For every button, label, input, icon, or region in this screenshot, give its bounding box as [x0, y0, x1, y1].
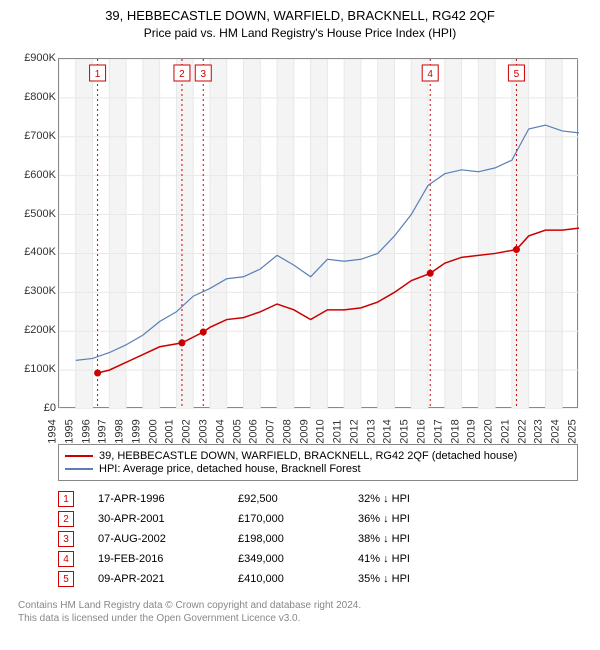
- chart-title: 39, HEBBECASTLE DOWN, WARFIELD, BRACKNEL…: [8, 8, 592, 23]
- transaction-pct: 41% ↓ HPI: [358, 553, 478, 565]
- transaction-date: 07-AUG-2002: [98, 533, 238, 545]
- transaction-date: 30-APR-2001: [98, 513, 238, 525]
- transaction-row: 4 19-FEB-2016 £349,000 41% ↓ HPI: [58, 551, 578, 567]
- y-axis-label: £400K: [8, 246, 56, 258]
- y-axis-label: £300K: [8, 285, 56, 297]
- transaction-row: 1 17-APR-1996 £92,500 32% ↓ HPI: [58, 491, 578, 507]
- transaction-row: 5 09-APR-2021 £410,000 35% ↓ HPI: [58, 571, 578, 587]
- transaction-price: £410,000: [238, 573, 358, 585]
- transaction-marker: 4: [58, 551, 74, 567]
- transaction-date: 09-APR-2021: [98, 573, 238, 585]
- transaction-price: £198,000: [238, 533, 358, 545]
- transaction-date: 19-FEB-2016: [98, 553, 238, 565]
- chart-container: 39, HEBBECASTLE DOWN, WARFIELD, BRACKNEL…: [0, 0, 600, 650]
- transaction-marker: 1: [58, 491, 74, 507]
- transaction-marker: 2: [58, 511, 74, 527]
- footer-line2: This data is licensed under the Open Gov…: [18, 612, 592, 625]
- transaction-price: £92,500: [238, 493, 358, 505]
- legend-item: 39, HEBBECASTLE DOWN, WARFIELD, BRACKNEL…: [65, 450, 571, 462]
- plot-region: 1 2 3 4 5: [58, 58, 578, 408]
- y-axis-label: £700K: [8, 130, 56, 142]
- chart-area: £0 £100K £200K £300K £400K £500K £600K £700K £80…: [8, 48, 592, 438]
- footer-attribution: Contains HM Land Registry data © Crown c…: [18, 599, 592, 625]
- transaction-pct: 38% ↓ HPI: [358, 533, 478, 545]
- transaction-row: 2 30-APR-2001 £170,000 36% ↓ HPI: [58, 511, 578, 527]
- legend-label: HPI: Average price, detached house, Brac…: [99, 463, 361, 475]
- transaction-marker: 3: [58, 531, 74, 547]
- transaction-price: £170,000: [238, 513, 358, 525]
- chart-subtitle: Price paid vs. HM Land Registry's House …: [8, 26, 592, 40]
- legend: 39, HEBBECASTLE DOWN, WARFIELD, BRACKNEL…: [58, 444, 578, 481]
- x-axis-label: 2025: [567, 419, 590, 443]
- y-axis-label: £900K: [8, 52, 56, 64]
- y-axis-label: £200K: [8, 324, 56, 336]
- legend-item: HPI: Average price, detached house, Brac…: [65, 463, 571, 475]
- footer-line1: Contains HM Land Registry data © Crown c…: [18, 599, 592, 612]
- transaction-table: 1 17-APR-1996 £92,500 32% ↓ HPI 2 30-APR-…: [58, 491, 578, 587]
- legend-swatch: [65, 468, 93, 470]
- transaction-pct: 35% ↓ HPI: [358, 573, 478, 585]
- svg-text:1: 1: [95, 69, 101, 80]
- svg-text:2: 2: [179, 69, 185, 80]
- legend-swatch: [65, 455, 93, 457]
- transaction-pct: 36% ↓ HPI: [358, 513, 478, 525]
- y-axis-label: £600K: [8, 169, 56, 181]
- svg-text:5: 5: [514, 69, 520, 80]
- svg-text:3: 3: [200, 69, 206, 80]
- y-axis-label: £500K: [8, 208, 56, 220]
- svg-text:4: 4: [427, 69, 433, 80]
- legend-label: 39, HEBBECASTLE DOWN, WARFIELD, BRACKNEL…: [99, 450, 517, 462]
- transaction-pct: 32% ↓ HPI: [358, 493, 478, 505]
- y-axis-label: £800K: [8, 91, 56, 103]
- transaction-row: 3 07-AUG-2002 £198,000 38% ↓ HPI: [58, 531, 578, 547]
- y-axis-label: £100K: [8, 363, 56, 375]
- transaction-date: 17-APR-1996: [98, 493, 238, 505]
- transaction-price: £349,000: [238, 553, 358, 565]
- y-axis-label: £0: [8, 402, 56, 414]
- transaction-marker: 5: [58, 571, 74, 587]
